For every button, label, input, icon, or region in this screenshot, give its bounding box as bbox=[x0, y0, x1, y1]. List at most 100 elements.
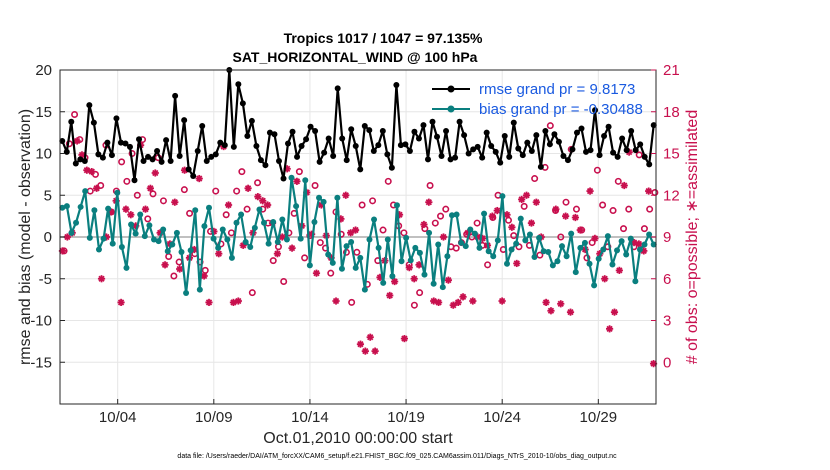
assimilated-obs-point bbox=[244, 184, 252, 192]
bias-point bbox=[316, 194, 323, 201]
rmse-point bbox=[63, 148, 70, 155]
bias-point bbox=[293, 203, 300, 210]
assimilated-obs-point bbox=[571, 213, 579, 222]
assimilated-obs-point bbox=[586, 187, 594, 195]
bias-point bbox=[164, 248, 171, 255]
bias-point bbox=[118, 244, 125, 251]
assimilated-obs-point bbox=[610, 308, 619, 316]
assimilated-obs-point bbox=[356, 340, 365, 348]
bias-point bbox=[169, 241, 176, 248]
rmse-point bbox=[379, 127, 386, 134]
possible-obs-point bbox=[118, 158, 126, 166]
bias-point bbox=[73, 219, 80, 226]
assimilated-obs-point bbox=[405, 264, 413, 272]
rmse-point bbox=[628, 127, 635, 134]
rmse-point bbox=[488, 142, 495, 149]
assimilated-obs-point bbox=[254, 193, 262, 201]
assimilated-obs-point bbox=[459, 293, 467, 301]
possible-obs-point bbox=[410, 301, 418, 309]
bias-point bbox=[600, 246, 607, 253]
rmse-series bbox=[59, 67, 657, 184]
bias-point bbox=[270, 218, 277, 225]
possible-obs-point bbox=[484, 261, 492, 269]
possible-obs-point bbox=[348, 298, 356, 306]
bias-point bbox=[513, 240, 520, 247]
assimilated-obs-point bbox=[93, 184, 101, 192]
possible-obs-point bbox=[473, 219, 481, 227]
rmse-point bbox=[117, 139, 124, 146]
x-tick-label: 10/29 bbox=[580, 409, 618, 426]
assimilated-obs-point bbox=[620, 181, 628, 190]
bias-point bbox=[201, 223, 208, 230]
bias-point bbox=[581, 239, 588, 246]
y-tick-left: 20 bbox=[35, 62, 52, 79]
assimilated-obs-point bbox=[288, 244, 296, 252]
possible-obs-point bbox=[238, 168, 246, 176]
rmse-point bbox=[573, 129, 580, 136]
possible-obs-point bbox=[254, 179, 262, 187]
assimilated-obs-point bbox=[454, 298, 462, 307]
rmse-point bbox=[289, 128, 296, 135]
y-tick-right: 9 bbox=[663, 229, 671, 246]
assimilated-obs-point bbox=[342, 191, 350, 199]
rmse-point bbox=[519, 152, 526, 159]
possible-obs-point bbox=[353, 248, 361, 256]
y-tick-left: -10 bbox=[30, 313, 52, 330]
possible-obs-point bbox=[337, 230, 345, 238]
rmse-point bbox=[348, 126, 355, 133]
assimilated-obs-point bbox=[522, 191, 531, 199]
rmse-point bbox=[555, 138, 562, 145]
y-tick-right: 12 bbox=[663, 187, 680, 204]
rmse-point bbox=[208, 153, 215, 160]
rmse-point bbox=[126, 143, 133, 150]
bias-point bbox=[95, 246, 102, 253]
rmse-point bbox=[280, 175, 287, 182]
assimilated-obs-point bbox=[347, 229, 355, 237]
rmse-point bbox=[456, 118, 463, 125]
bias-point bbox=[114, 189, 121, 196]
possible-obs-point bbox=[91, 170, 99, 178]
rmse-point bbox=[136, 136, 143, 143]
bias-point bbox=[320, 198, 327, 205]
assimilated-obs-point bbox=[195, 174, 203, 183]
bias-point bbox=[499, 193, 506, 200]
assimilated-obs-point bbox=[273, 250, 281, 258]
legend-bias-marker bbox=[447, 105, 455, 113]
rmse-point bbox=[501, 132, 508, 139]
possible-obs-point bbox=[222, 211, 230, 219]
bias-point bbox=[485, 248, 492, 255]
possible-obs-point bbox=[588, 239, 596, 247]
bias-point bbox=[352, 264, 359, 271]
assimilated-obs-point bbox=[127, 211, 135, 219]
bias-point bbox=[91, 207, 98, 214]
bias-point bbox=[265, 240, 272, 247]
bias-point bbox=[531, 254, 538, 261]
possible-obs-point bbox=[180, 186, 188, 194]
bias-point bbox=[467, 226, 474, 233]
bias-point bbox=[297, 235, 304, 242]
rmse-point bbox=[59, 137, 66, 144]
bias-point bbox=[242, 239, 249, 246]
y-tick-left: -5 bbox=[39, 271, 52, 288]
bias-point bbox=[206, 204, 212, 211]
possible-obs-point bbox=[144, 215, 152, 223]
bias-point bbox=[183, 289, 190, 296]
rmse-point bbox=[303, 136, 310, 143]
rmse-point bbox=[542, 127, 549, 134]
bias-point bbox=[545, 249, 552, 256]
rmse-point bbox=[388, 164, 395, 171]
bias-point bbox=[604, 233, 611, 240]
rmse-point bbox=[275, 158, 282, 165]
bias-point bbox=[522, 237, 529, 244]
bias-point bbox=[228, 254, 235, 261]
assimilated-obs-point bbox=[391, 277, 399, 286]
rmse-point bbox=[524, 139, 531, 146]
rmse-point bbox=[357, 166, 364, 173]
possible-obs-point bbox=[609, 207, 617, 215]
rmse-point bbox=[528, 147, 535, 154]
rmse-point bbox=[145, 153, 152, 160]
bias-point bbox=[279, 216, 286, 223]
assimilated-obs-point bbox=[259, 197, 267, 205]
assimilated-obs-point bbox=[435, 298, 443, 307]
rmse-point bbox=[619, 135, 626, 142]
